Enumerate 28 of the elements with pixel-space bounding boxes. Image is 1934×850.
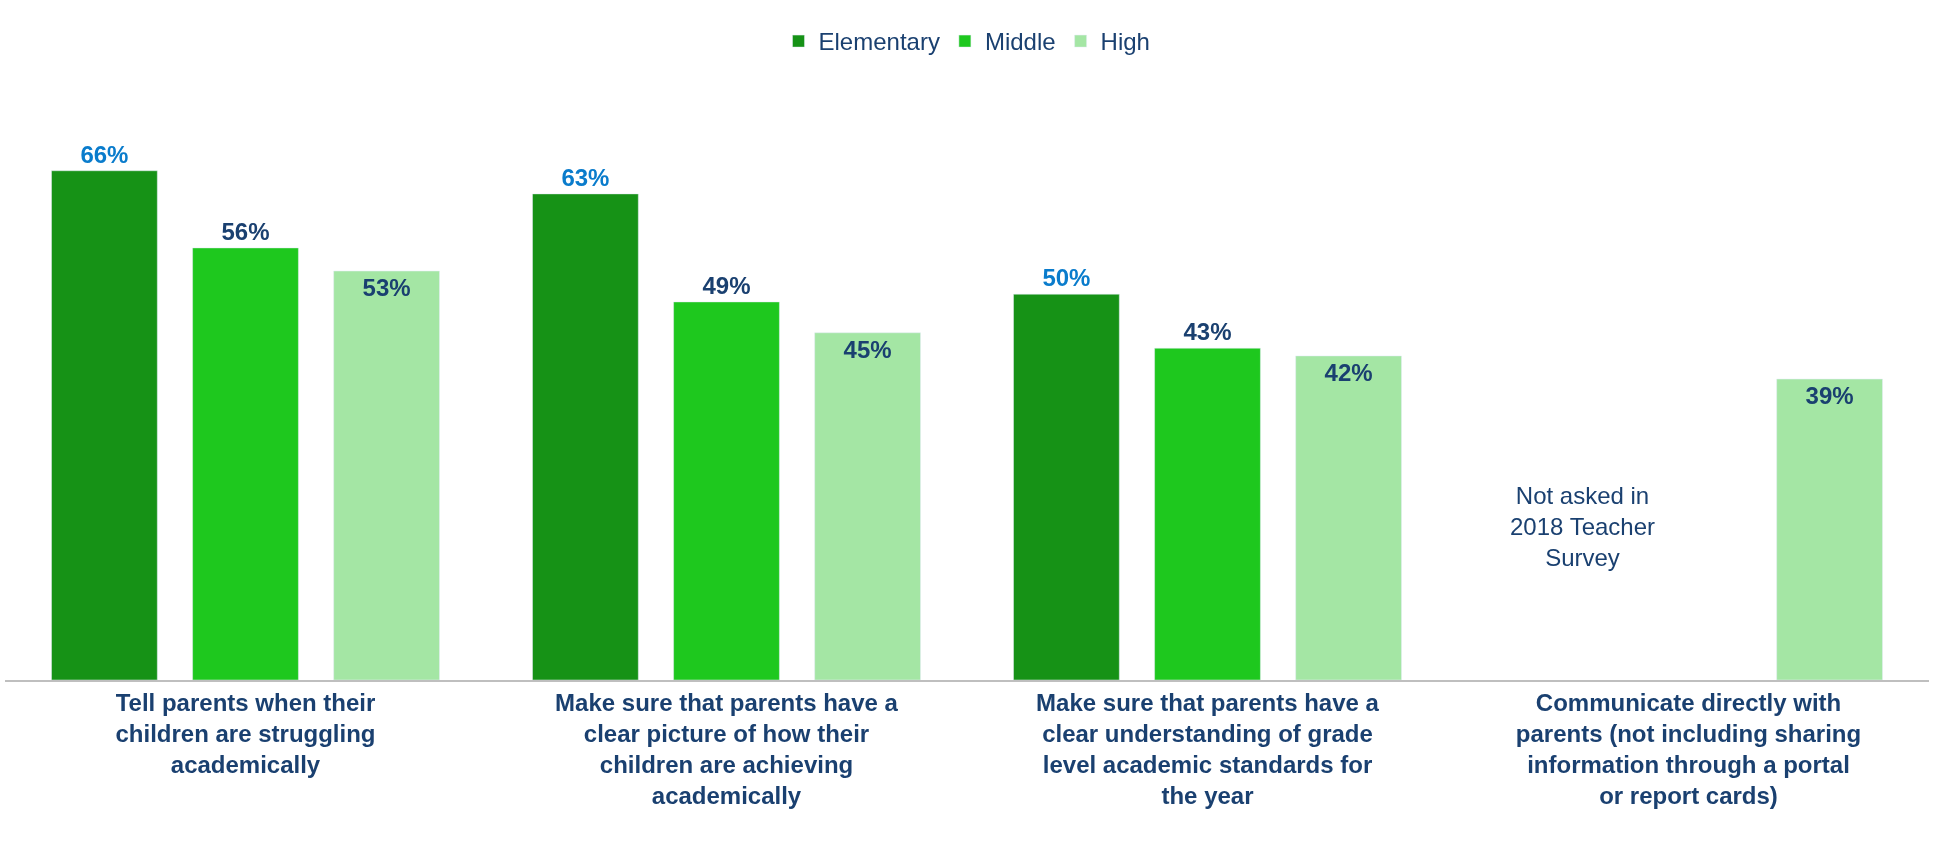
bar bbox=[333, 270, 440, 680]
bar bbox=[192, 247, 299, 680]
x-tick-label: Make sure that parents have a clear understanding of grade level academic standards for the year bbox=[1036, 688, 1380, 810]
legend-label: Elementary bbox=[818, 28, 940, 56]
x-tick-label: Make sure that parents have a clear picture of how their children are achieving academically bbox=[555, 688, 899, 810]
legend-label: Middle bbox=[984, 28, 1056, 56]
data-label: 50% bbox=[1042, 264, 1091, 292]
data-label: 53% bbox=[362, 274, 411, 302]
annotation: Not asked in 2018 Teacher Survey bbox=[1510, 482, 1656, 572]
bar bbox=[1154, 347, 1261, 680]
x-tick-label: Tell parents when their children are struggling academically bbox=[115, 688, 376, 779]
data-label: 63% bbox=[561, 163, 610, 191]
bar bbox=[532, 193, 639, 680]
x-tick-label: Communicate directly with parents (not including sharing information through a portal or report cards) bbox=[1515, 688, 1862, 810]
bar bbox=[51, 170, 158, 680]
data-label: 49% bbox=[702, 271, 751, 299]
data-label: 56% bbox=[221, 217, 270, 245]
bar bbox=[1295, 355, 1402, 680]
bar bbox=[814, 332, 921, 680]
bar bbox=[1013, 293, 1120, 680]
data-label: 45% bbox=[843, 335, 892, 363]
data-label: 66% bbox=[80, 140, 129, 168]
data-label: 43% bbox=[1183, 318, 1232, 346]
legend-label: High bbox=[1100, 28, 1150, 56]
bar bbox=[673, 301, 780, 680]
data-label: 39% bbox=[1805, 382, 1854, 410]
bar bbox=[1776, 378, 1883, 680]
data-label: 42% bbox=[1324, 358, 1373, 386]
